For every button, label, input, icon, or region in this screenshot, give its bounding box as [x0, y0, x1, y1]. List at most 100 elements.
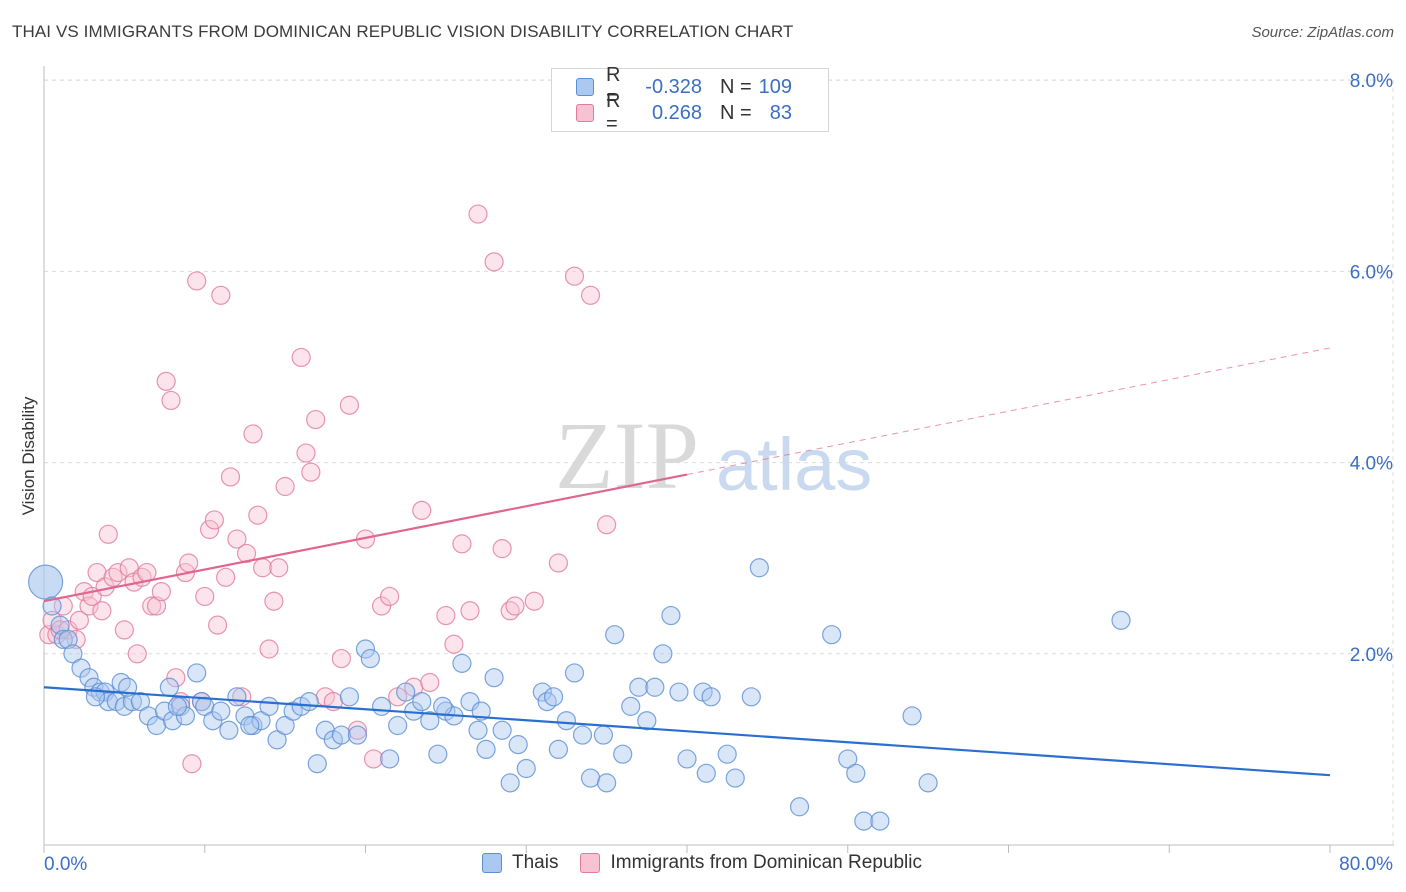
axes — [43, 66, 1394, 853]
thai-point — [613, 744, 633, 764]
chart-title: THAI VS IMMIGRANTS FROM DOMINICAN REPUBL… — [12, 22, 794, 41]
thai-point — [380, 749, 400, 769]
dominican-point — [248, 505, 268, 525]
dominican-point — [597, 515, 617, 535]
thai-point — [331, 725, 351, 745]
dominican-point — [339, 395, 360, 415]
thai-point — [428, 744, 448, 764]
dominican-trend-line — [43, 473, 688, 603]
thai-point — [433, 696, 453, 716]
thai-point — [669, 682, 689, 702]
thai-point — [701, 687, 721, 707]
dominican-point — [444, 634, 464, 654]
y-tick-label: 4.0% — [1350, 454, 1393, 475]
thai-point — [58, 629, 78, 650]
dominican-n-value: 83 — [769, 101, 792, 124]
thai-point — [789, 797, 810, 817]
dominican-point — [468, 204, 488, 224]
thai-point — [543, 687, 564, 707]
thai-point — [741, 687, 761, 707]
thai-point — [267, 730, 287, 750]
dominican-point — [208, 615, 228, 635]
thai-point — [548, 739, 569, 760]
dominican-point — [301, 462, 321, 482]
dominican-point — [452, 534, 472, 554]
thai-point — [452, 653, 472, 673]
thai-point — [167, 696, 188, 716]
dominican-point — [119, 558, 139, 578]
thai-point — [227, 687, 247, 707]
thai-point — [621, 696, 641, 716]
thai-point — [870, 811, 890, 831]
dominican-r-value: 0.268 — [651, 101, 702, 124]
thai-point — [159, 677, 179, 697]
thai-point — [211, 701, 231, 721]
dominican-point — [195, 586, 215, 607]
dominican-point — [151, 582, 171, 602]
correlation-legend: R = -0.328 N = 109 R = 0.268 N = 83 — [551, 64, 829, 135]
dominican-point — [204, 510, 224, 530]
dominican-point — [296, 443, 316, 463]
dominican-point — [380, 586, 400, 607]
thai-point — [53, 629, 73, 650]
thai-point — [637, 711, 657, 731]
thai-point — [360, 648, 380, 669]
x-tick-label-max: 80.0% — [1339, 854, 1393, 875]
dominican-point — [243, 424, 263, 444]
thai-point — [605, 625, 625, 645]
dominican-point — [92, 601, 112, 621]
y-tick-label: 6.0% — [1350, 262, 1393, 283]
dominican-point — [548, 553, 569, 573]
dominican-point — [216, 567, 236, 587]
axis-labels: 2.0% 4.0% 6.0% 8.0% 0.0% 80.0% Vision Disabili… — [19, 71, 1393, 875]
dominican-point — [275, 476, 295, 497]
thai-point — [63, 644, 83, 664]
dominican-point — [69, 610, 89, 630]
dominican-point — [564, 266, 585, 286]
legend-item-dominican[interactable]: Immigrants from Dominican Republic — [580, 852, 922, 874]
thai-point — [629, 677, 649, 697]
thai-point — [902, 706, 922, 726]
thai-point — [696, 763, 716, 783]
thai-point — [420, 711, 440, 731]
dominican-point — [142, 596, 162, 616]
thai-point — [556, 711, 577, 731]
thai-point — [71, 658, 91, 678]
dominican-point — [291, 347, 311, 368]
thai-point — [396, 682, 416, 702]
dominican-point — [306, 409, 326, 430]
dominican-point — [259, 639, 279, 659]
thai-point — [532, 682, 552, 702]
dominican-point — [161, 390, 181, 411]
dominican-swatch — [576, 104, 594, 122]
dominican-point — [371, 596, 392, 616]
series-legend: Thais Immigrants from Dominican Republic — [482, 852, 944, 874]
legend-row-thais: R = -0.328 N = 109 — [576, 64, 792, 109]
dominican-point — [227, 529, 247, 549]
dominican-point — [253, 558, 273, 578]
n-label: N = — [720, 101, 752, 124]
thai-point — [175, 706, 196, 726]
thai-point — [500, 773, 520, 793]
trend-lines — [43, 347, 1331, 777]
thai-point — [240, 715, 260, 736]
dominican-point — [460, 601, 480, 621]
thai-point — [572, 725, 593, 745]
dominican-point — [182, 754, 202, 774]
thai-point — [508, 735, 528, 755]
thais-swatch — [576, 78, 594, 96]
thai-point — [50, 615, 70, 635]
thai-point — [275, 715, 295, 736]
thai-point — [347, 725, 368, 745]
thai-point — [28, 564, 64, 600]
thai-point — [838, 749, 858, 769]
dominican-point — [156, 371, 176, 391]
thais-legend-label: Thais — [512, 852, 559, 873]
dominican-point — [146, 596, 167, 616]
thai-point — [130, 691, 151, 712]
thai-point — [259, 696, 279, 716]
dominican-point — [166, 668, 186, 688]
dominican-point — [98, 524, 118, 544]
legend-item-thais[interactable]: Thais — [482, 852, 558, 874]
thai-point — [187, 663, 207, 683]
